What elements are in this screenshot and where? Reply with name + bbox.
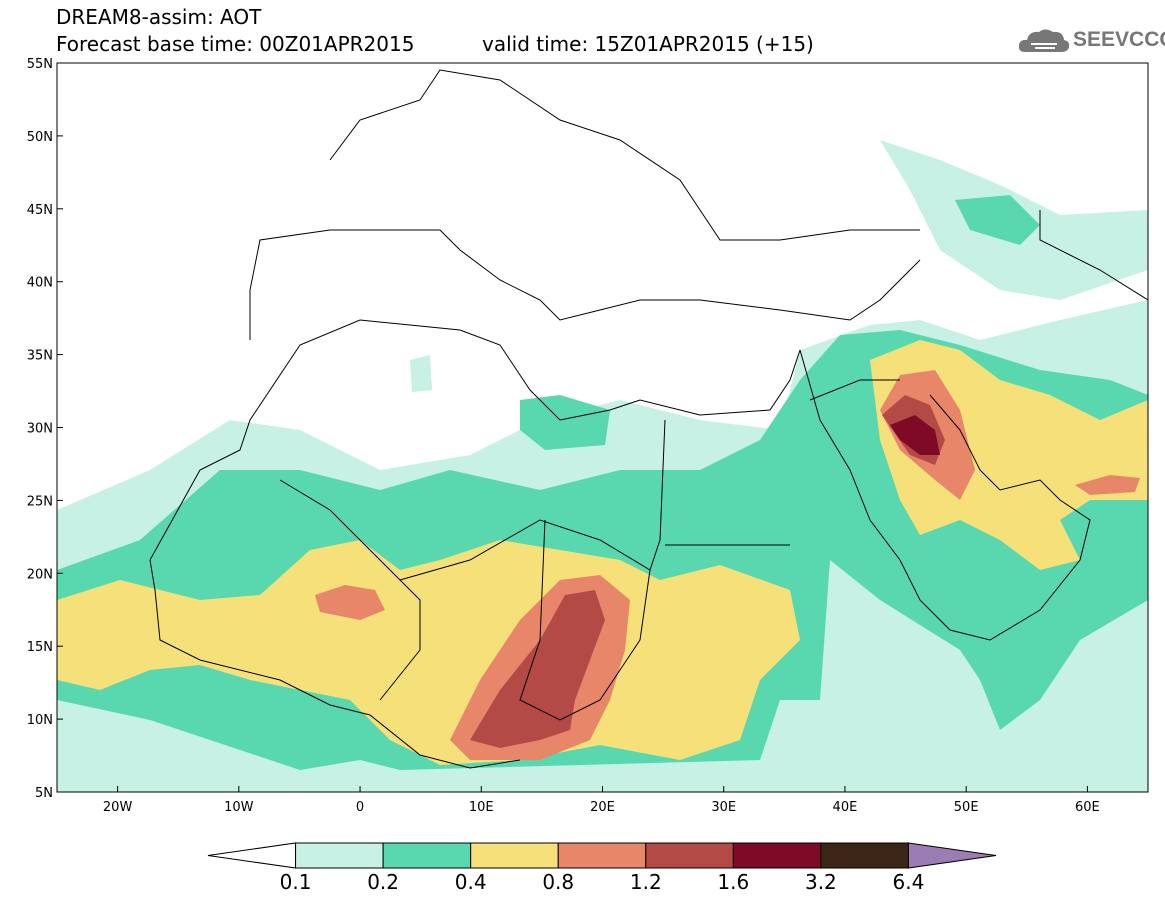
- colorbar-label: 0.1: [280, 870, 312, 894]
- colorbar-label: 0.2: [367, 870, 399, 894]
- lon-label: 40E: [833, 800, 858, 815]
- lat-label: 40N: [27, 276, 53, 291]
- lon-label: 20W: [103, 800, 133, 815]
- lat-label: 30N: [27, 422, 53, 437]
- lon-label: 50E: [954, 800, 979, 815]
- lat-label: 5N: [35, 786, 53, 801]
- lat-label: 10N: [27, 713, 53, 728]
- cloud-icon: [1018, 29, 1070, 52]
- lon-label: 10E: [469, 800, 494, 815]
- logo-text: SEEVCCC: [1073, 28, 1165, 51]
- contour-1.6-iraq: [890, 415, 940, 455]
- title-valid-time: valid time: 15Z01APR2015 (+15): [482, 32, 814, 56]
- lat-label: 35N: [27, 349, 53, 364]
- colorbar-label: 6.4: [893, 870, 925, 894]
- lon-label: 60E: [1075, 800, 1100, 815]
- colorbar-label: 3.2: [805, 870, 837, 894]
- contour-1.2-chad: [470, 590, 605, 748]
- colorbar-swatch: [645, 842, 734, 869]
- contour-0.1-libya: [410, 355, 432, 392]
- colorbar-lower-arrow: [207, 842, 297, 869]
- title-model: DREAM8-assim: AOT: [56, 5, 262, 29]
- lat-label: 20N: [27, 567, 53, 582]
- contour-0.2-caspian: [955, 195, 1040, 245]
- contour-0.8-mali: [315, 585, 385, 620]
- lat-label: 25N: [27, 494, 53, 509]
- colorbar-label: 0.8: [542, 870, 574, 894]
- longitude-axis: 20W 10W 0 10E 20E 30E 40E 50E 60E: [103, 786, 1100, 815]
- lon-label: 10W: [224, 800, 254, 815]
- colorbar-label: 0.4: [455, 870, 487, 894]
- contour-0.8-oman: [1075, 475, 1140, 495]
- colorbar: 0.1 0.2 0.4 0.8 1.2 1.6 3.2 6.4: [207, 842, 997, 894]
- lon-label: 0: [356, 800, 364, 815]
- lat-label: 45N: [27, 203, 53, 218]
- latitude-axis: 55N 50N 45N 40N 35N 30N 25N 20N 15N 10N 5N: [27, 57, 63, 801]
- lat-label: 50N: [27, 130, 53, 145]
- colorbar-swatch: [557, 842, 647, 869]
- aot-contours: [57, 140, 1148, 792]
- colorbar-swatch: [382, 842, 472, 869]
- contour-0.2-libya: [520, 395, 610, 450]
- colorbar-swatch: [732, 842, 822, 869]
- colorbar-swatch: [295, 842, 384, 869]
- colorbar-label: 1.6: [717, 870, 749, 894]
- lon-label: 30E: [711, 800, 736, 815]
- colorbar-label: 1.2: [630, 870, 662, 894]
- lat-label: 55N: [27, 57, 53, 72]
- colorbar-swatch: [470, 842, 559, 869]
- lat-label: 15N: [27, 640, 53, 655]
- colorbar-swatch: [820, 842, 909, 869]
- title-base-time: Forecast base time: 00Z01APR2015: [56, 32, 415, 56]
- colorbar-upper-arrow: [907, 842, 997, 869]
- seevccc-logo: SEEVCCC: [1017, 24, 1165, 56]
- lon-label: 20E: [590, 800, 615, 815]
